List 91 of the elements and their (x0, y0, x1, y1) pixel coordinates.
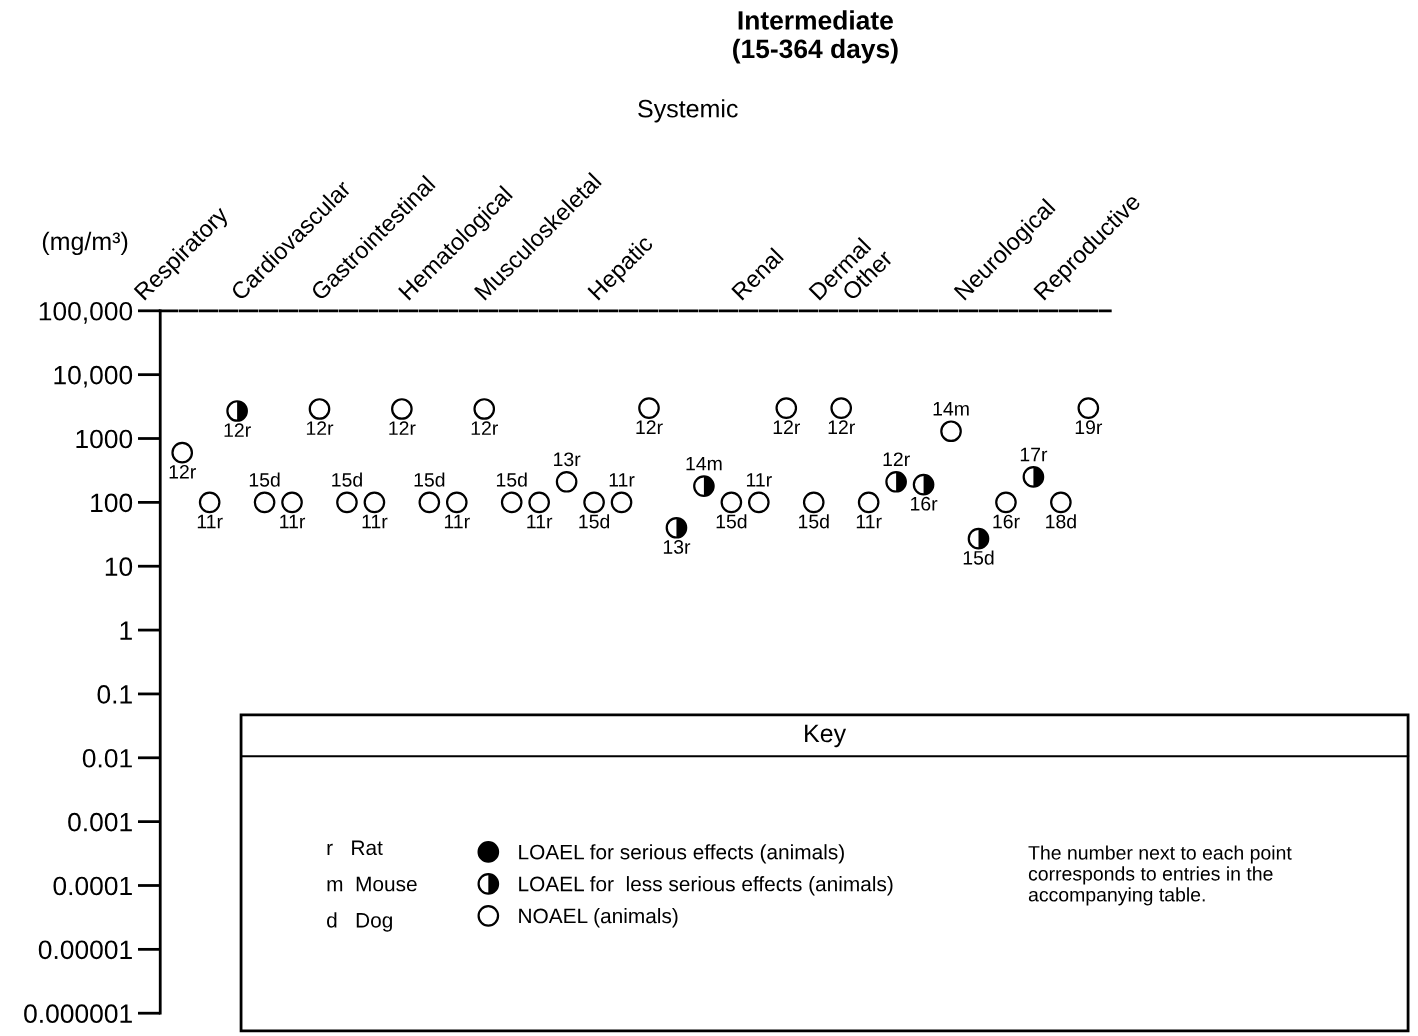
annotation: 14m (686, 456, 722, 471)
annotation: r Rat (327, 840, 383, 856)
annotation: 14m (933, 402, 969, 416)
annotation: 11r (197, 514, 223, 529)
annotation: 16r (993, 514, 1020, 529)
annotation: 11r (856, 514, 882, 529)
annotation: 12r (389, 421, 416, 435)
point (308, 398, 331, 420)
point (775, 397, 798, 419)
point (1022, 466, 1045, 488)
annotation: The number next to each point corresponds to entries in the accompanying table. (1028, 845, 1292, 906)
y-tick-label: 0.0001 (53, 876, 132, 896)
point (638, 397, 660, 419)
point (473, 398, 496, 420)
annotation: 15d (249, 472, 280, 487)
point (336, 491, 358, 514)
point (802, 491, 825, 514)
point (830, 397, 853, 419)
y-tick-label: 10,000 (54, 365, 133, 388)
annotation: 12r (169, 464, 196, 479)
annotation: 15d (579, 514, 610, 529)
point (995, 491, 1017, 514)
point (912, 473, 935, 496)
annotation: 17r (1020, 447, 1048, 462)
annotation: 11r (746, 473, 772, 487)
annotation: m Mouse (327, 876, 417, 892)
legend-label: NOAEL (animals) (519, 907, 678, 928)
point (1077, 397, 1100, 419)
annotation: 12r (883, 452, 910, 466)
y-axis-title: (mg/m³) (42, 231, 128, 256)
annotation: 12r (636, 420, 663, 434)
y-tick-label: 0.01 (82, 748, 132, 768)
y-tick-label: 0.00001 (38, 940, 132, 960)
point (967, 527, 990, 550)
annotation: 11r (527, 514, 553, 529)
annotation: 12r (828, 420, 855, 434)
annotation: 15d (716, 514, 747, 529)
annotation: 12r (471, 421, 498, 435)
point (940, 420, 962, 443)
y-tick-label: 1000 (76, 429, 133, 449)
annotation: 15d (496, 472, 527, 487)
annotation: 11r (444, 514, 470, 529)
y-tick-label: 1 (120, 621, 132, 640)
annotation: 19r (1075, 420, 1103, 435)
point (1050, 491, 1072, 514)
annotation: 15d (963, 550, 994, 565)
annotation: 13r (663, 540, 691, 554)
annotation: 11r (362, 514, 388, 529)
y-tick-label: 10 (105, 557, 133, 577)
legend-label: LOAEL for less serious effects (animals) (519, 876, 893, 896)
annotation: 12r (306, 421, 334, 435)
legend-title: Key (805, 724, 847, 748)
annotation: 18d (1046, 514, 1076, 529)
annotation: 12r (224, 423, 251, 437)
point (555, 470, 578, 493)
annotation: 11r (280, 514, 306, 529)
y-tick-label: 100 (91, 493, 133, 513)
y-tick-label: 0.1 (97, 685, 132, 704)
point (363, 491, 386, 514)
point (281, 491, 303, 514)
point (418, 491, 441, 514)
y-tick-label: 0.001 (68, 812, 132, 832)
annotation: 15d (332, 472, 362, 487)
annotation: 16r (911, 496, 938, 511)
annotation: d Dog (327, 912, 392, 932)
point (583, 491, 605, 514)
legend-label: LOAEL for serious effects (animals) (519, 844, 844, 864)
text: Systemic (638, 99, 738, 123)
point (253, 491, 276, 514)
point (610, 491, 633, 514)
point (693, 475, 715, 497)
point (226, 400, 248, 422)
chart-title: Intermediate (15-364 days) (733, 10, 898, 64)
point (391, 398, 413, 420)
annotation: 15d (414, 472, 445, 487)
annotation: 15d (799, 514, 829, 529)
annotation: 11r (609, 473, 635, 487)
annotation: 13r (554, 452, 581, 467)
point (445, 491, 468, 514)
point (885, 470, 907, 493)
point (528, 491, 550, 514)
point (171, 441, 194, 464)
annotation: 12r (773, 420, 801, 434)
point (857, 491, 880, 514)
point (747, 491, 770, 514)
point (500, 491, 523, 514)
point (720, 491, 743, 514)
point (198, 491, 221, 514)
point (665, 516, 688, 539)
y-tick-label: 100,000 (39, 301, 133, 324)
y-tick-label: 0.000001 (24, 1004, 132, 1024)
